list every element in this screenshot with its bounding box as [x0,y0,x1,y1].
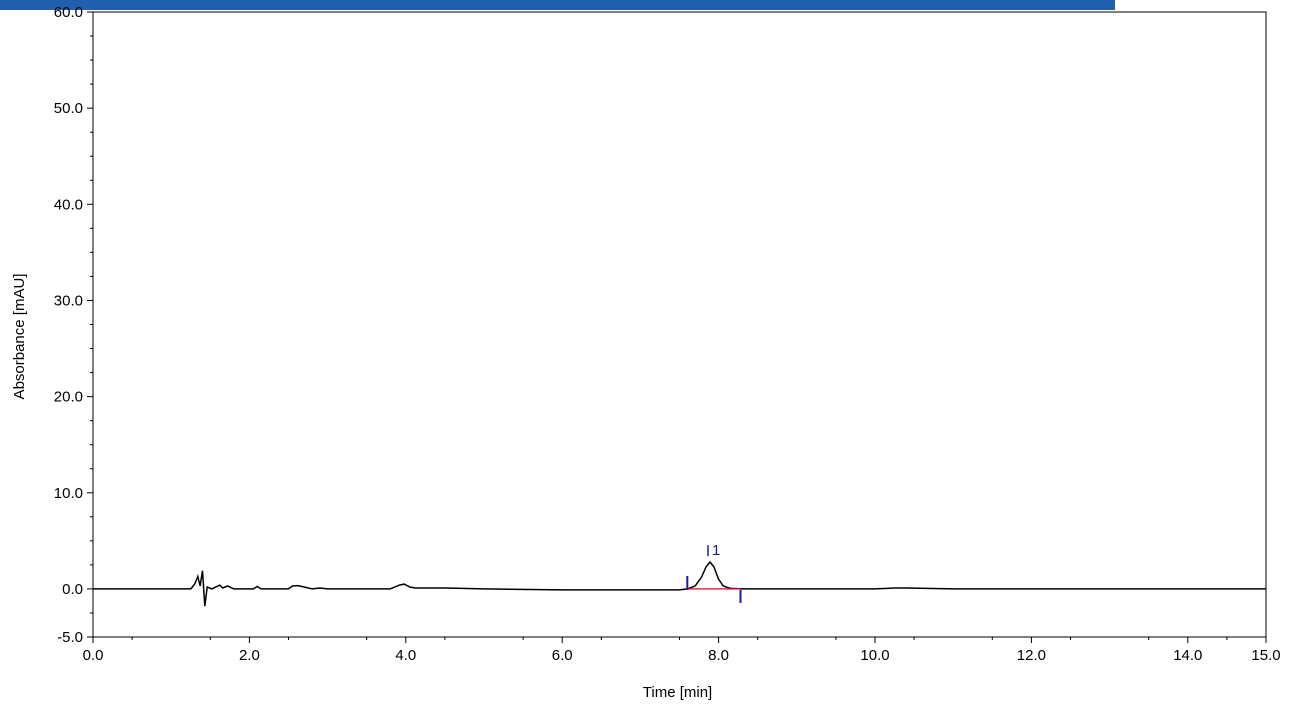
y-tick-label: 60.0 [54,4,83,21]
x-tick-label: 14.0 [1173,647,1202,664]
title-band [0,0,1115,10]
y-tick-label: 20.0 [54,389,83,406]
y-tick-label: 0.0 [62,581,83,598]
axes [87,11,1267,643]
x-tick-label: 8.0 [708,647,729,664]
y-tick-label: -5.0 [57,629,83,646]
x-axis-title: Time [min] [643,684,712,701]
x-tick-label: 10.0 [860,647,889,664]
peak-markers: 1 [686,542,742,603]
peak-label: 1 [712,542,720,559]
y-tick-label: 50.0 [54,100,83,117]
chromatogram-trace [93,560,1266,607]
series-layer [93,560,1266,607]
plot-frame [92,11,1267,638]
x-tick-label: 15.0 [1251,647,1280,664]
x-tick-label: 12.0 [1017,647,1046,664]
x-tick-label: 6.0 [552,647,573,664]
axis-labels: 0.0 2.0 4.0 6.0 8.0 10.0 12.0 14.0 15.0-5.00.010… [11,4,1281,701]
y-tick-label: 40.0 [54,196,83,213]
x-tick-label: 0.0 [83,647,104,664]
y-tick-label: 30.0 [54,292,83,309]
x-tick-label: 4.0 [395,647,416,664]
x-tick-label: 2.0 [239,647,260,664]
y-axis-title: Absorbance [mAU] [11,274,28,400]
y-tick-label: 10.0 [54,485,83,502]
